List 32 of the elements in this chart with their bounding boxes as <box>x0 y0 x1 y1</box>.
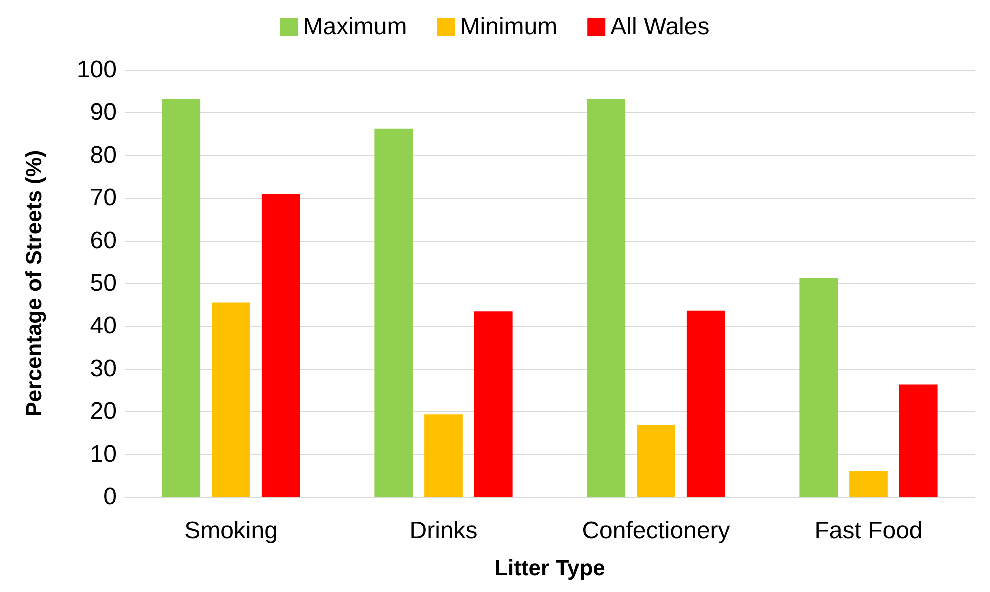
bar <box>374 128 414 497</box>
bar <box>162 99 201 497</box>
bar <box>637 425 676 497</box>
bar <box>686 310 726 497</box>
bar <box>587 99 626 497</box>
x-tick-label: Confectionery <box>582 518 730 544</box>
y-tick-label: 70 <box>90 184 117 212</box>
y-axis-title: Percentage of Streets (%) <box>22 150 46 417</box>
bar <box>800 278 838 497</box>
bar <box>424 414 463 497</box>
y-tick-label: 0 <box>104 484 117 510</box>
x-tick-label: Drinks <box>410 518 478 544</box>
y-tick-label: 30 <box>90 355 117 382</box>
y-tick-label: 50 <box>90 270 117 297</box>
y-tick-label: 60 <box>90 227 117 254</box>
x-tick-label: Smoking <box>184 518 278 544</box>
x-tick-label: Fast Food <box>814 518 923 544</box>
y-tick-label: 100 <box>76 56 117 84</box>
y-tick-label: 40 <box>90 312 117 340</box>
bar <box>262 194 300 497</box>
legend-label: All Wales <box>610 14 710 40</box>
legend-label: Minimum <box>460 14 558 40</box>
y-tick-label: 80 <box>90 142 117 169</box>
y-tick-label: 20 <box>90 398 117 426</box>
bar <box>474 312 513 497</box>
bar <box>212 302 250 497</box>
x-axis-title: Litter Type <box>494 556 606 580</box>
bar <box>850 470 888 497</box>
legend-label: Maximum <box>303 14 408 40</box>
y-tick-label: 90 <box>90 99 117 126</box>
bar <box>899 384 938 497</box>
y-tick-label: 10 <box>90 440 117 468</box>
